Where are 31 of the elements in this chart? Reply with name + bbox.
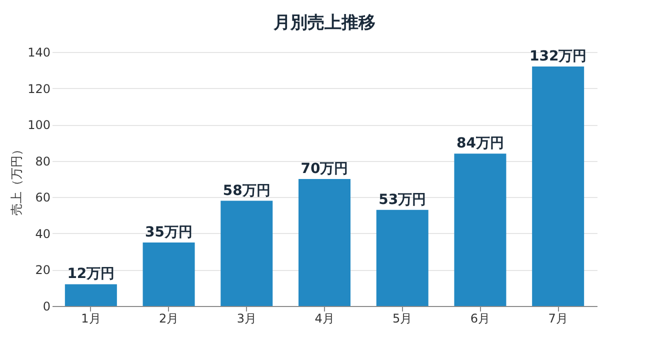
x-tick-label: 1月 xyxy=(81,312,101,326)
bar xyxy=(298,179,350,306)
x-tick-label: 4月 xyxy=(314,312,334,326)
data-label: 132万円 xyxy=(529,48,587,65)
bar xyxy=(220,200,273,306)
data-label: 35万円 xyxy=(145,224,193,240)
data-label: 53万円 xyxy=(378,192,426,208)
y-tick-label: 80 xyxy=(35,154,50,168)
y-tick-label: 140 xyxy=(28,46,50,60)
x-tick-label: 6月 xyxy=(470,312,490,326)
data-label: 70万円 xyxy=(300,161,348,177)
x-tick-label: 2月 xyxy=(158,312,179,326)
bar xyxy=(142,242,195,306)
x-tick-label: 3月 xyxy=(236,312,256,326)
chart-title: 月別売上推移 xyxy=(272,13,376,33)
bar xyxy=(454,154,506,306)
data-label: 58万円 xyxy=(222,182,270,199)
x-tick-label: 5月 xyxy=(392,312,412,326)
data-label: 84万円 xyxy=(456,136,504,152)
y-tick-label: 60 xyxy=(35,190,50,205)
x-tick-label: 7月 xyxy=(548,312,568,326)
y-tick-label: 120 xyxy=(28,82,50,96)
y-tick-label: 100 xyxy=(28,118,50,132)
y-tick-label: 20 xyxy=(35,263,50,278)
y-tick-label: 0 xyxy=(42,300,50,314)
y-tick-label: 40 xyxy=(35,226,50,241)
y-axis-title: 売上（万円） xyxy=(10,144,24,216)
bar xyxy=(532,66,584,306)
bar xyxy=(64,284,117,306)
data-label: 12万円 xyxy=(67,266,115,282)
bar xyxy=(376,210,428,306)
